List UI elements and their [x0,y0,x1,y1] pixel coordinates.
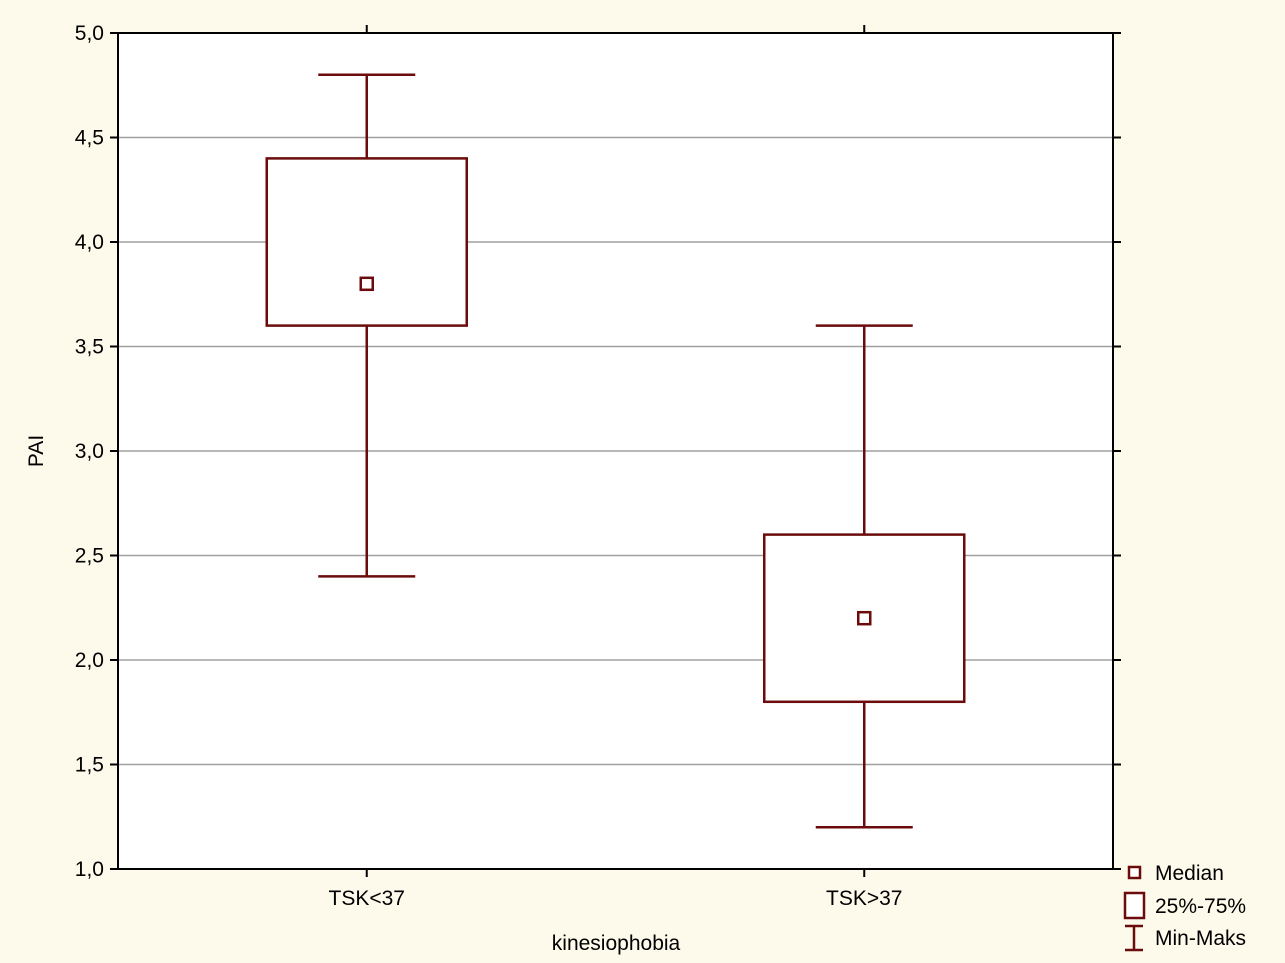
y-tick-label: 2,0 [75,649,104,672]
whisker-icon [1125,924,1143,952]
y-tick-label: 1,5 [75,754,104,777]
legend-label: Min-Maks [1155,927,1246,950]
y-axis-title: PAI [25,435,48,467]
x-tick-label: TSK<37 [329,887,405,910]
x-axis-ticks: TSK<37 TSK>37 [329,25,902,910]
y-tick-label: 4,0 [75,231,104,254]
iqr-box [265,157,468,327]
legend-label: Median [1155,862,1224,885]
grid-lines [118,136,1113,766]
y-tick-label: 1,0 [75,858,104,881]
x-axis-title: kinesiophobia [552,932,681,955]
y-tick-label: 3,5 [75,336,104,359]
y-tick-label: 3,0 [75,440,104,463]
box-icon [1123,891,1146,920]
small-square-icon [1127,865,1142,880]
median-marker [359,276,374,292]
y-axis-ticks: 1,0 1,5 2,0 2,5 3,0 3,5 4,0 4,5 5,0 [75,22,1121,881]
legend: Median 25%-75% Min-Maks [1123,862,1246,952]
x-tick-label: TSK>37 [826,887,902,910]
median-marker [857,610,872,626]
box-group [763,324,966,829]
box-group [265,73,468,578]
boxes [265,73,966,829]
y-tick-label: 2,5 [75,545,104,568]
y-tick-label: 5,0 [75,22,104,45]
y-tick-label: 4,5 [75,127,104,150]
legend-label: 25%-75% [1155,895,1246,918]
